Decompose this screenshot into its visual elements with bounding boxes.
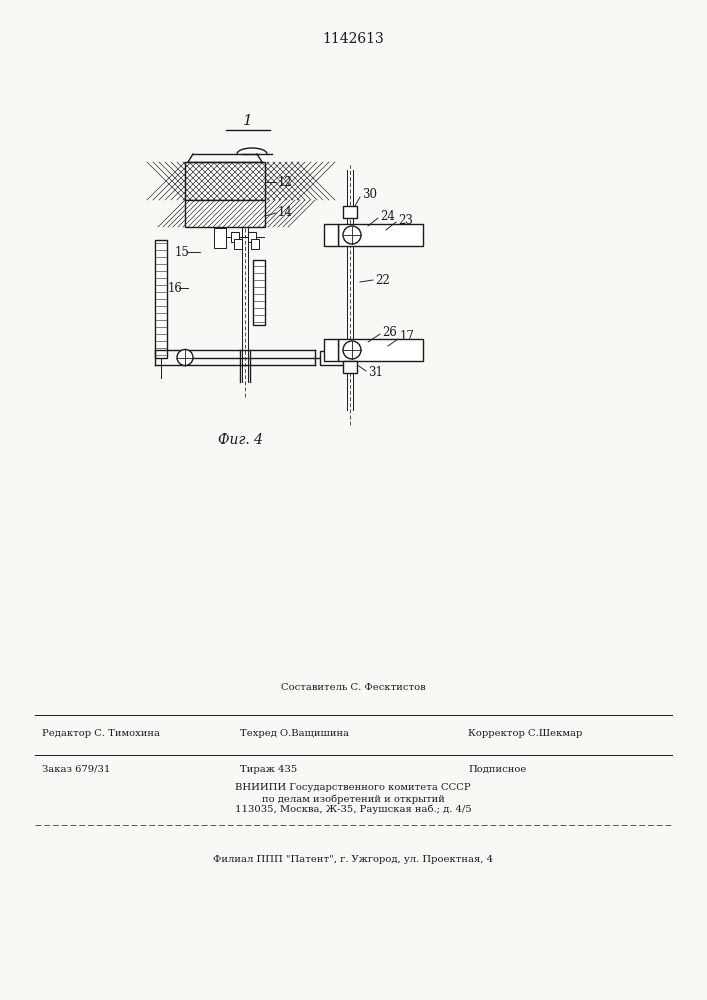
Bar: [338, 224, 423, 246]
Text: 23: 23: [398, 214, 413, 227]
Text: Редактор С. Тимохина: Редактор С. Тимохина: [42, 728, 160, 738]
Text: 14: 14: [278, 207, 293, 220]
Bar: [324, 339, 338, 361]
Bar: [343, 206, 357, 218]
Text: 12: 12: [278, 176, 293, 188]
Bar: [248, 232, 256, 242]
Text: Подписное: Подписное: [468, 764, 527, 774]
Bar: [185, 162, 265, 200]
Text: 16: 16: [168, 282, 183, 294]
Bar: [320, 351, 350, 364]
Text: 113035, Москва, Ж-35, Раушская наб.; д. 4/5: 113035, Москва, Ж-35, Раушская наб.; д. …: [235, 805, 472, 814]
Text: 17: 17: [400, 330, 415, 344]
Bar: [155, 240, 167, 358]
Text: 22: 22: [375, 273, 390, 286]
Bar: [251, 239, 259, 249]
Text: Фиг. 4: Фиг. 4: [218, 433, 262, 447]
Text: Составитель С. Фесктистов: Составитель С. Фесктистов: [281, 683, 426, 692]
Bar: [214, 228, 226, 248]
Text: 15: 15: [175, 245, 190, 258]
Bar: [253, 260, 265, 325]
Text: 30: 30: [362, 188, 377, 202]
Text: 1: 1: [243, 114, 253, 128]
Bar: [231, 232, 239, 242]
Text: Тираж 435: Тираж 435: [240, 764, 297, 774]
Bar: [343, 361, 357, 373]
Circle shape: [343, 341, 361, 359]
Bar: [234, 239, 242, 249]
Text: 1142613: 1142613: [322, 32, 384, 46]
Text: 24: 24: [380, 210, 395, 223]
Text: 26: 26: [382, 326, 397, 338]
Bar: [324, 224, 338, 246]
Bar: [338, 339, 423, 361]
Circle shape: [343, 226, 361, 244]
Text: по делам изобретений и открытий: по делам изобретений и открытий: [262, 794, 445, 804]
Text: Заказ 679/31: Заказ 679/31: [42, 764, 110, 774]
Circle shape: [177, 350, 193, 365]
Text: Филиал ППП "Патент", г. Ужгород, ул. Проектная, 4: Филиал ППП "Патент", г. Ужгород, ул. Про…: [213, 856, 493, 864]
Text: 31: 31: [368, 366, 383, 379]
Bar: [185, 200, 265, 227]
Text: Техред О.Ващишина: Техред О.Ващишина: [240, 728, 349, 738]
Text: Корректор С.Шекмар: Корректор С.Шекмар: [468, 728, 583, 738]
Text: ВНИИПИ Государственного комитета СССР: ВНИИПИ Государственного комитета СССР: [235, 783, 471, 792]
